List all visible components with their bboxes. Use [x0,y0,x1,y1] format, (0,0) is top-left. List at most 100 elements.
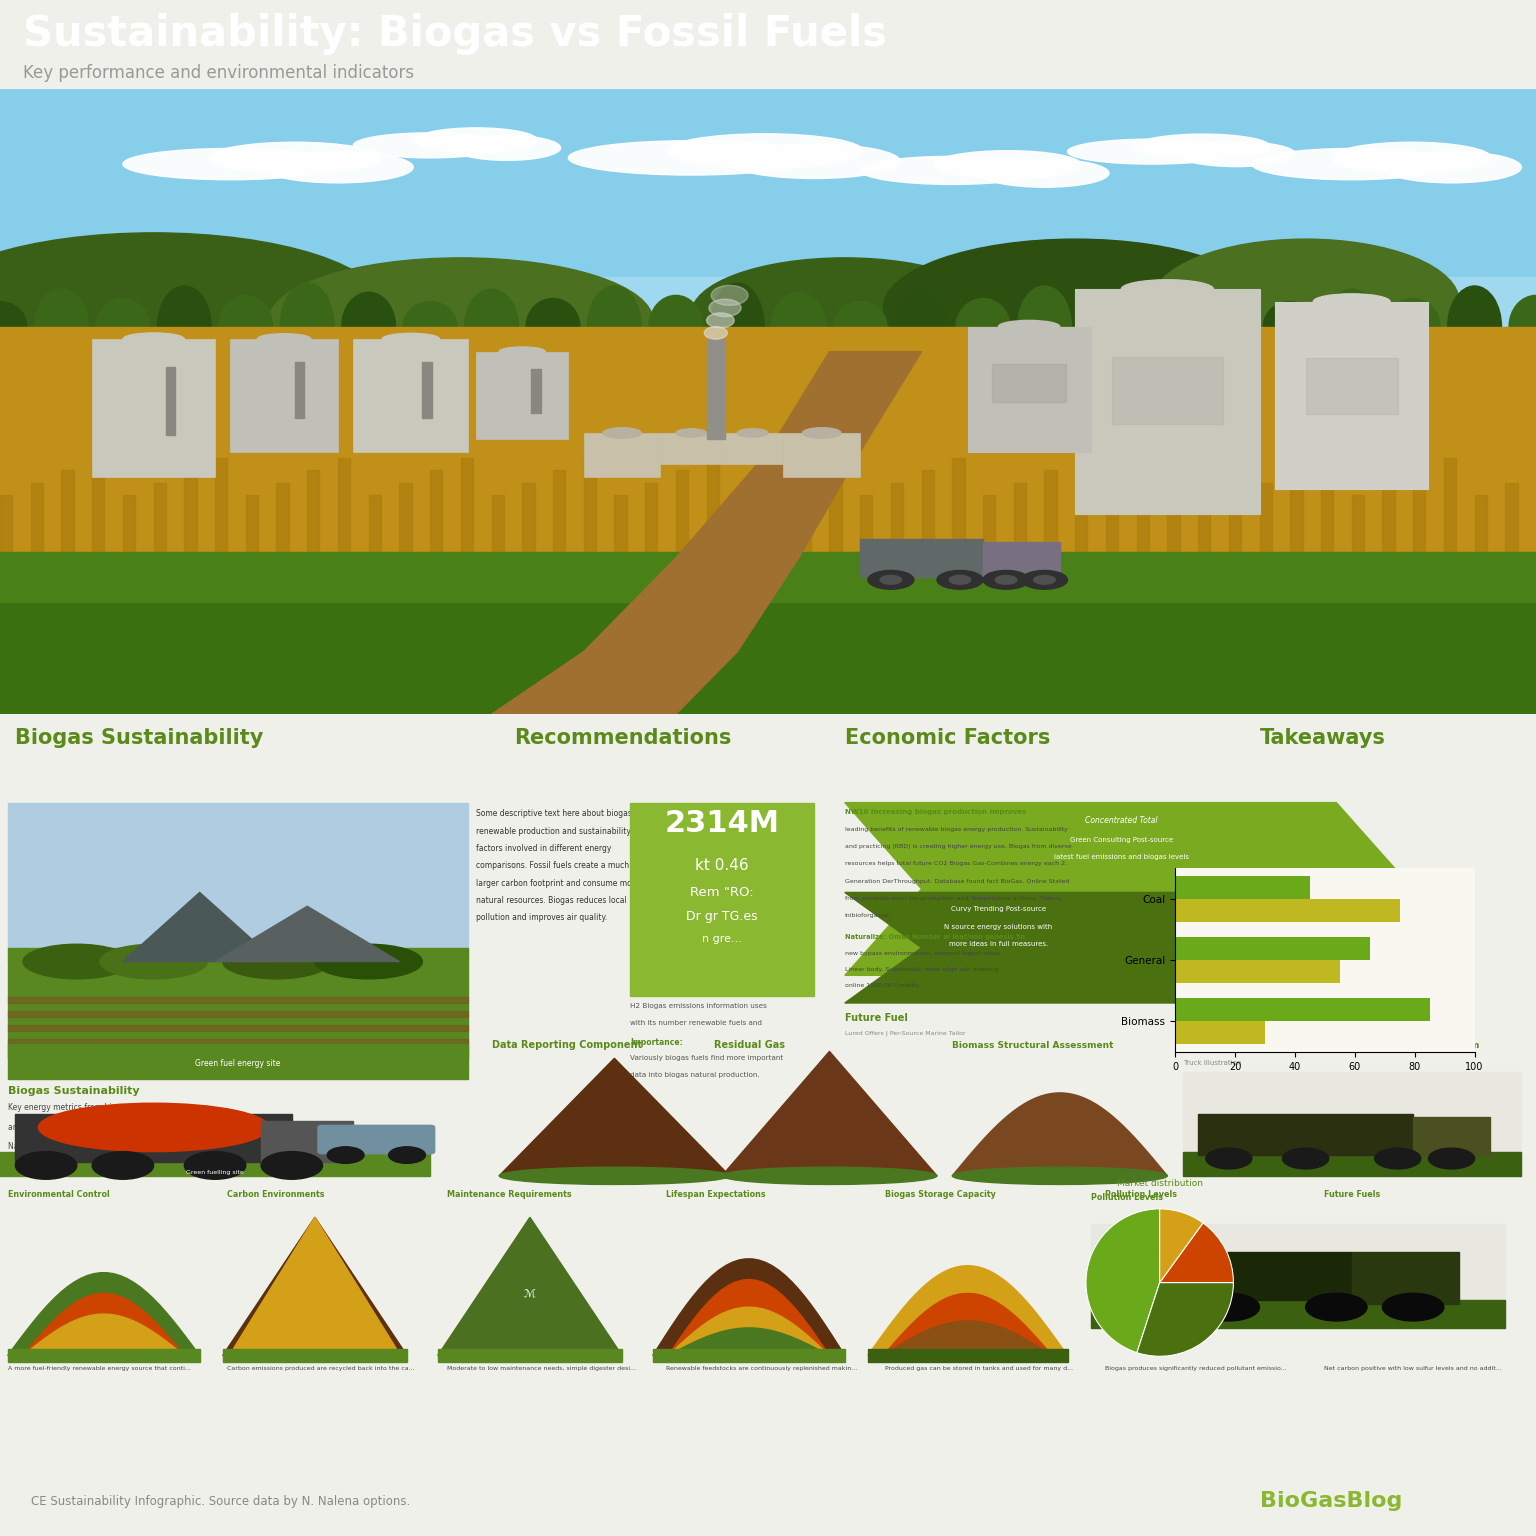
Ellipse shape [269,258,653,382]
Ellipse shape [209,143,381,174]
Ellipse shape [1263,301,1318,352]
Bar [276,482,289,590]
Ellipse shape [1508,295,1536,358]
Bar [166,367,175,435]
Ellipse shape [100,945,207,978]
Text: and practicing (RBD) is creating higher energy use. Biogas from diverse: and practicing (RBD) is creating higher … [845,845,1072,849]
Bar [1040,333,1049,352]
Ellipse shape [998,321,1060,333]
Bar [8,1038,468,1044]
Ellipse shape [568,141,814,175]
Text: and farming renewable production units.: and farming renewable production units. [8,1123,164,1132]
Bar [992,364,1066,402]
Ellipse shape [1152,240,1459,364]
Bar [154,482,166,590]
Ellipse shape [341,292,395,361]
Text: Takeaways: Takeaways [1260,728,1385,748]
Bar [868,1349,1068,1362]
Text: Importance:: Importance: [630,1038,682,1046]
Bar [61,470,74,590]
Polygon shape [123,892,276,962]
Ellipse shape [667,134,863,167]
Bar [783,433,860,476]
Ellipse shape [737,429,768,438]
Text: Truck illustration: Truck illustration [1183,1060,1241,1066]
Bar [548,333,558,352]
Bar [295,361,304,418]
Polygon shape [883,1321,1052,1355]
Text: Dr gr TG.es: Dr gr TG.es [687,909,757,923]
Bar [645,482,657,590]
Text: Concentrated Total: Concentrated Total [1084,817,1158,825]
Polygon shape [233,1217,396,1349]
Text: Biogas Storage Capacity: Biogas Storage Capacity [885,1189,997,1198]
Text: CE Sustainability Infographic. Source data by N. Nalena options.: CE Sustainability Infographic. Source da… [31,1495,410,1508]
Text: Carbon emissions produced are recycled back into the ca...: Carbon emissions produced are recycled b… [227,1366,415,1372]
Text: Future Fuel: Future Fuel [845,1014,908,1023]
Circle shape [1021,570,1068,590]
Text: Moderate to low maintenance needs, simple digester desi...: Moderate to low maintenance needs, simpl… [447,1366,636,1372]
Bar [1470,333,1479,352]
Bar [978,333,988,352]
Polygon shape [223,1217,407,1355]
Text: Concentrated Total: Concentrated Total [1197,906,1261,912]
Bar [1224,333,1233,352]
Wedge shape [1160,1209,1203,1283]
Circle shape [937,570,983,590]
Bar [1531,333,1536,352]
Ellipse shape [0,233,384,382]
Text: Lured Offers | Per-Source Marine Tailor: Lured Offers | Per-Source Marine Tailor [845,1031,965,1037]
Text: Biogas Fuelling: Biogas Fuelling [8,1040,92,1051]
Bar [184,470,197,590]
Polygon shape [668,1279,829,1355]
Bar [630,802,814,997]
Text: Variously biogas fuels find more important: Variously biogas fuels find more importa… [630,1055,783,1061]
Text: inibioforgaspe.: inibioforgaspe. [845,912,891,919]
Text: Fuel Carbon Points: Fuel Carbon Points [1183,1040,1287,1051]
Text: Carbon Environments: Carbon Environments [227,1189,324,1198]
Text: Key performance and environmental indicators: Key performance and environmental indica… [23,65,415,81]
Text: Maintenance Requirements: Maintenance Requirements [447,1189,571,1198]
Text: data into biogas natural production.: data into biogas natural production. [630,1072,759,1078]
Bar [653,1349,845,1362]
Bar [92,458,104,590]
Bar [307,470,319,590]
Bar [438,1349,622,1362]
Bar [799,470,811,590]
Bar [0,496,12,590]
Bar [522,482,535,590]
Ellipse shape [23,945,131,978]
Bar [614,496,627,590]
Text: Data Reporting Component: Data Reporting Component [492,1040,642,1051]
Ellipse shape [860,157,1044,184]
Text: Environmental Control: Environmental Control [8,1189,109,1198]
Bar [92,339,215,476]
Bar [223,1349,407,1362]
Text: Biogas Sustainability: Biogas Sustainability [15,728,264,748]
Circle shape [1382,1293,1444,1321]
Polygon shape [668,1307,829,1355]
Bar [1175,899,1399,922]
Ellipse shape [263,152,413,183]
Ellipse shape [464,289,519,364]
Bar [1260,482,1272,590]
Circle shape [949,576,971,584]
Bar [1290,470,1303,590]
Text: ℳ: ℳ [524,1289,536,1298]
Text: Natural feed biomass compositions.: Natural feed biomass compositions. [8,1141,146,1150]
Ellipse shape [802,427,842,438]
Text: Biogas Platform: Biogas Platform [1398,1041,1479,1051]
Ellipse shape [402,301,458,352]
Bar [1409,333,1418,352]
Ellipse shape [453,135,561,160]
Ellipse shape [280,283,333,370]
Bar [1352,1252,1459,1304]
Bar [1229,496,1241,590]
Bar [922,470,934,590]
Bar [1306,358,1398,415]
Bar [671,333,680,352]
Bar [8,997,468,1003]
Circle shape [868,570,914,590]
Bar [1183,1152,1521,1177]
Wedge shape [1137,1283,1233,1356]
